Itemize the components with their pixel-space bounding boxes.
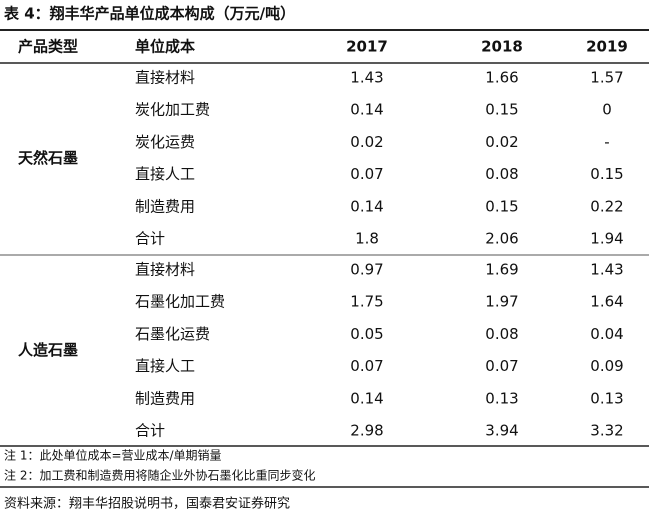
cell: 1.8 xyxy=(355,230,379,248)
cell: 0.15 xyxy=(485,197,518,215)
cell: 0.15 xyxy=(485,101,518,119)
row-label: 炭化运费 xyxy=(135,133,195,151)
cell: 3.32 xyxy=(590,422,623,440)
cell: 2.98 xyxy=(350,422,383,440)
cell: 0.13 xyxy=(590,389,623,407)
cell: 1.94 xyxy=(590,230,623,248)
cell: 1.57 xyxy=(590,69,623,87)
cell: 0.08 xyxy=(485,325,518,343)
row-label: 直接材料 xyxy=(135,261,195,279)
cell: 0.02 xyxy=(485,133,518,151)
cell: 1.69 xyxy=(485,261,518,279)
cell: 0.14 xyxy=(350,197,383,215)
cell: 0.04 xyxy=(590,325,623,343)
cell: 1.97 xyxy=(485,293,518,311)
header-cell: 2018 xyxy=(481,38,523,56)
cell: 0.14 xyxy=(350,101,383,119)
cell: 1.64 xyxy=(590,293,623,311)
cell: - xyxy=(604,133,609,151)
row-label: 石墨化运费 xyxy=(135,325,210,343)
cell: 0.02 xyxy=(350,133,383,151)
header-cell: 2019 xyxy=(586,38,628,56)
cell: 0.05 xyxy=(350,325,383,343)
row-label: 石墨化加工费 xyxy=(135,293,225,311)
cell: 0.08 xyxy=(485,165,518,183)
header-cell: 产品类型 xyxy=(18,38,78,56)
note: 注 2：加工费和制造费用将随企业外协石墨化比重同步变化 xyxy=(4,468,315,483)
row-label: 合计 xyxy=(135,422,165,440)
header-cell: 单位成本 xyxy=(135,38,195,56)
row-label: 直接人工 xyxy=(135,357,195,375)
cell: 2.06 xyxy=(485,230,518,248)
row-label: 制造费用 xyxy=(135,389,195,407)
row-label: 制造费用 xyxy=(135,197,195,215)
cell: 3.94 xyxy=(485,422,518,440)
cell: 1.75 xyxy=(350,293,383,311)
cell: 1.43 xyxy=(590,261,623,279)
row-label: 合计 xyxy=(135,230,165,248)
cell: 1.66 xyxy=(485,69,518,87)
cell: 0.09 xyxy=(590,357,623,375)
cell: 0.14 xyxy=(350,389,383,407)
cell: 0.15 xyxy=(590,165,623,183)
group-label: 人造石墨 xyxy=(18,341,78,359)
source: 资料来源：翔丰华招股说明书，国泰君安证券研究 xyxy=(4,496,290,512)
cell: 0.13 xyxy=(485,389,518,407)
cell: 0.22 xyxy=(590,197,623,215)
group-label: 天然石墨 xyxy=(18,149,78,167)
table-title: 表 4：翔丰华产品单位成本构成（万元/吨） xyxy=(4,5,295,23)
note: 注 1：此处单位成本=营业成本/单期销量 xyxy=(4,448,222,463)
cell: 0.07 xyxy=(485,357,518,375)
row-label: 炭化加工费 xyxy=(135,101,210,119)
cell: 0 xyxy=(602,101,612,119)
cell: 0.07 xyxy=(350,357,383,375)
row-label: 直接材料 xyxy=(135,69,195,87)
header-cell: 2017 xyxy=(346,38,388,56)
row-label: 直接人工 xyxy=(135,165,195,183)
cell: 0.97 xyxy=(350,261,383,279)
cell: 1.43 xyxy=(350,69,383,87)
cell: 0.07 xyxy=(350,165,383,183)
